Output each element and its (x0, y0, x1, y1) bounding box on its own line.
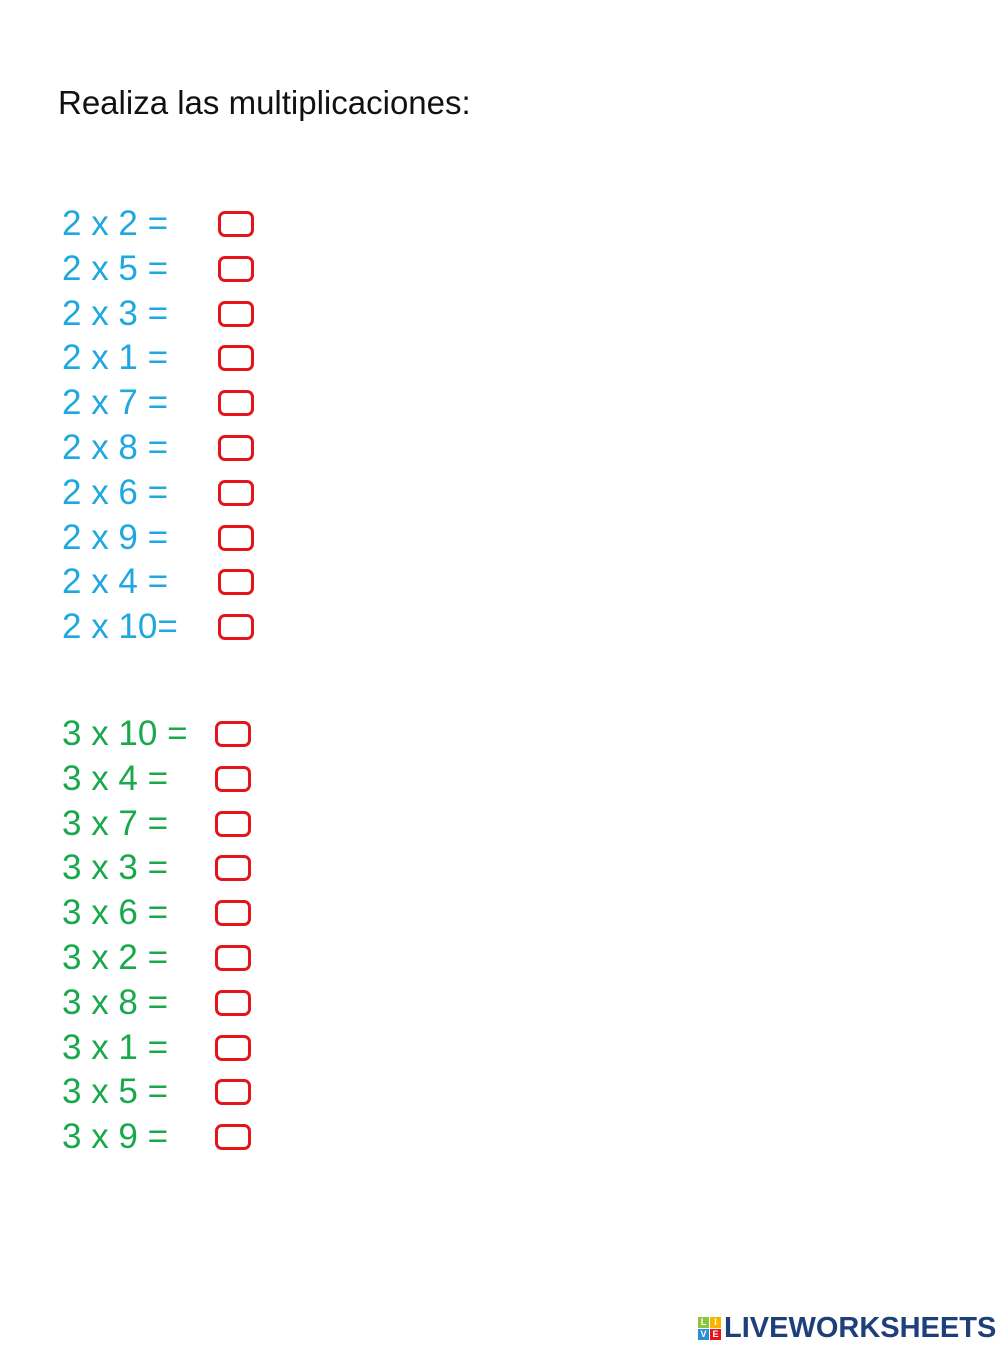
exercise-text: 2 x 4 = (62, 562, 169, 602)
answer-input[interactable] (215, 721, 251, 747)
exercise-row: 3 x 8 = (62, 981, 362, 1026)
exercise-text: 3 x 10 = (62, 714, 188, 753)
table-3-exercises: 3 x 10 = 3 x 4 = 3 x 7 = 3 x 3 = 3 x 6 = 3 x … (62, 712, 362, 1160)
exercise-text: 2 x 1 = (62, 338, 169, 378)
answer-input[interactable] (215, 1124, 251, 1151)
answer-input[interactable] (215, 855, 251, 882)
exercise-row: 3 x 9 = (62, 1115, 362, 1160)
answer-input[interactable] (218, 524, 254, 551)
exercise-text: 3 x 5 = (62, 1072, 169, 1112)
exercise-row: 3 x 7 = (62, 802, 362, 847)
table-2-exercises: 2 x 2 = 2 x 5 = 2 x 3 = 2 x 1 = 2 x 7 = 2 x 8… (62, 202, 362, 650)
logo-tile: E (710, 1329, 721, 1340)
exercise-row: 2 x 9 = (62, 516, 362, 561)
exercise-text: 3 x 6 = (62, 893, 169, 933)
exercise-row: 3 x 4 = (62, 757, 362, 802)
exercise-text: 2 x 3 = (62, 293, 169, 333)
exercise-text: 3 x 7 = (62, 803, 169, 843)
answer-input[interactable] (218, 569, 254, 596)
answer-input[interactable] (218, 479, 254, 506)
exercise-row: 2 x 4 = (62, 560, 362, 605)
exercise-text: 3 x 4 = (62, 758, 169, 798)
exercise-row: 3 x 1 = (62, 1026, 362, 1071)
instructions-title: Realiza las multiplicaciones: (58, 84, 471, 121)
exercise-text: 3 x 9 = (62, 1117, 169, 1157)
answer-input[interactable] (215, 810, 251, 837)
exercise-text: 2 x 9 = (62, 517, 169, 557)
exercise-row: 2 x 8 = (62, 426, 362, 471)
logo-tile: L (698, 1317, 709, 1328)
answer-input[interactable] (215, 989, 251, 1016)
exercise-row: 2 x 2 = (62, 202, 362, 247)
answer-input[interactable] (215, 1079, 251, 1106)
exercise-text: 2 x 2 = (62, 204, 169, 243)
exercise-text: 3 x 1 = (62, 1027, 169, 1067)
exercise-row: 2 x 10= (62, 605, 362, 650)
exercise-row: 3 x 10 = (62, 712, 362, 757)
answer-input[interactable] (218, 300, 254, 327)
liveworksheets-logo: L I V E LIVEWORKSHEETS (698, 1312, 996, 1345)
exercise-text: 2 x 6 = (62, 472, 169, 512)
answer-input[interactable] (218, 255, 254, 282)
answer-input[interactable] (218, 434, 254, 461)
exercise-row: 2 x 5 = (62, 247, 362, 292)
answer-input[interactable] (215, 765, 251, 792)
exercise-row: 2 x 3 = (62, 292, 362, 337)
answer-input[interactable] (218, 390, 254, 417)
logo-tile: V (698, 1329, 709, 1340)
exercise-text: 2 x 7 = (62, 383, 169, 423)
exercise-row: 3 x 2 = (62, 936, 362, 981)
exercise-text: 2 x 5 = (62, 248, 169, 288)
exercise-text: 2 x 10= (62, 607, 178, 647)
exercise-text: 3 x 8 = (62, 982, 169, 1022)
exercise-row: 2 x 6 = (62, 471, 362, 516)
exercise-row: 3 x 3 = (62, 846, 362, 891)
answer-input[interactable] (215, 944, 251, 971)
exercise-row: 3 x 6 = (62, 891, 362, 936)
logo-tile: I (710, 1317, 721, 1328)
logo-tiles-icon: L I V E (698, 1317, 721, 1340)
exercise-text: 3 x 3 = (62, 848, 169, 888)
exercise-text: 3 x 2 = (62, 937, 169, 977)
answer-input[interactable] (218, 211, 254, 237)
answer-input[interactable] (215, 1034, 251, 1061)
logo-text: LIVEWORKSHEETS (724, 1312, 997, 1344)
answer-input[interactable] (218, 345, 254, 372)
exercise-row: 2 x 7 = (62, 381, 362, 426)
exercise-row: 2 x 1 = (62, 336, 362, 381)
exercise-row: 3 x 5 = (62, 1070, 362, 1115)
answer-input[interactable] (218, 614, 254, 641)
exercise-text: 2 x 8 = (62, 427, 169, 467)
answer-input[interactable] (215, 900, 251, 927)
